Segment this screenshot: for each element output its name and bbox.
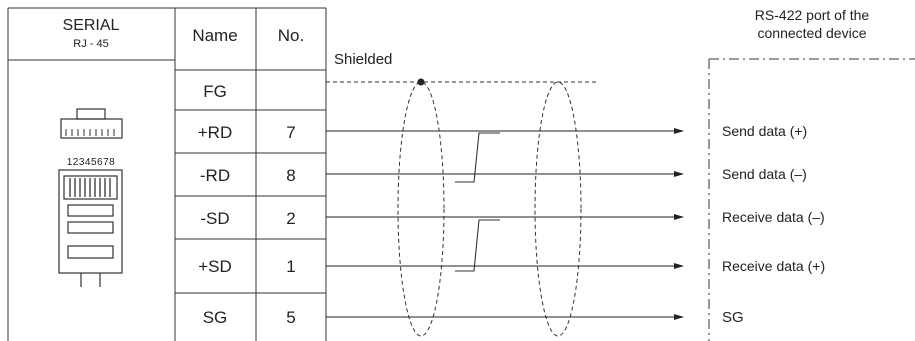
rj45-connector-icon <box>58 108 123 287</box>
device-signal-labels: Send data (+) Send data (–) Receive data… <box>722 123 825 326</box>
signal-receive-data-plus: Receive data (+) <box>722 258 825 274</box>
pin-table-rows: FG +RD 7 -RD 8 -SD 2 +SD 1 SG 5 <box>198 82 296 327</box>
shield-drain-wire <box>326 78 598 86</box>
row-name-sg: SG <box>203 308 228 327</box>
pin-number-strip: 12345678 <box>67 157 116 168</box>
row-name-rd-minus: -RD <box>200 166 230 185</box>
device-title-line2: connected device <box>758 25 867 41</box>
signal-receive-data-minus: Receive data (–) <box>722 209 825 225</box>
row-name-rd-plus: +RD <box>198 123 232 142</box>
device-title-line1: RS-422 port of the <box>755 7 870 23</box>
no-column-header: No. <box>278 26 304 45</box>
device-port-box <box>708 58 915 341</box>
connector-table <box>7 7 327 341</box>
serial-subtitle: RJ - 45 <box>73 38 108 50</box>
row-no-sd-minus: 2 <box>286 209 295 228</box>
row-no-rd-plus: 7 <box>286 123 295 142</box>
signal-send-data-minus: Send data (–) <box>722 166 807 182</box>
name-column-header: Name <box>192 26 237 45</box>
cable-shield-ellipses <box>397 81 582 337</box>
signal-send-data-plus: Send data (+) <box>722 123 807 139</box>
shield-label: Shielded <box>334 51 392 68</box>
row-name-sd-minus: -SD <box>200 209 229 228</box>
row-name-fg: FG <box>203 82 227 101</box>
row-name-sd-plus: +SD <box>198 257 232 276</box>
signal-wires <box>326 128 684 320</box>
twisted-pair-markers <box>455 132 500 272</box>
row-no-sg: 5 <box>286 308 295 327</box>
signal-sg: SG <box>722 309 744 326</box>
row-no-sd-plus: 1 <box>286 257 295 276</box>
serial-title: SERIAL <box>63 17 120 34</box>
row-no-rd-minus: 8 <box>286 166 295 185</box>
